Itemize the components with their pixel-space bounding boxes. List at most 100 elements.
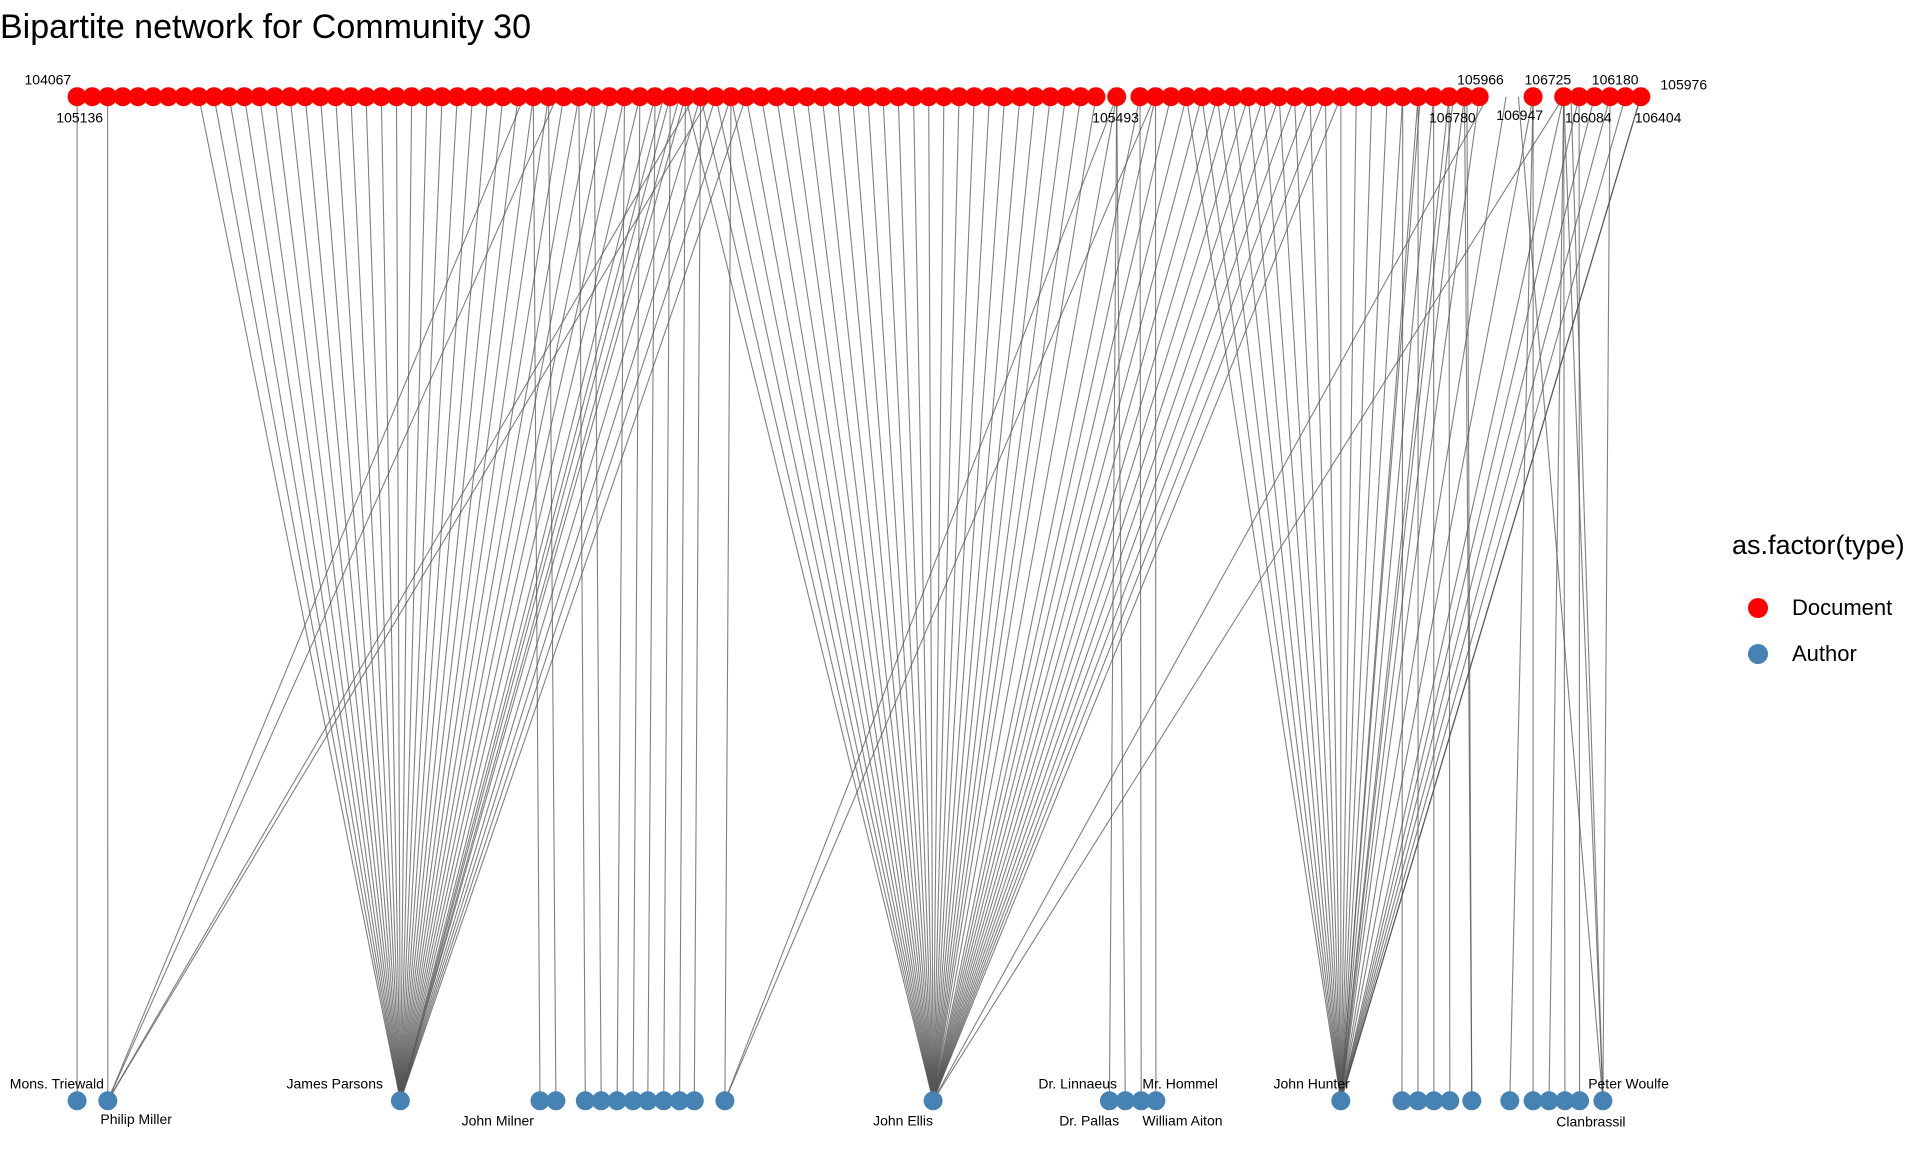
document-node xyxy=(1238,87,1258,107)
document-node xyxy=(888,87,908,107)
network-edge xyxy=(1247,96,1342,1101)
author-node xyxy=(654,1091,674,1111)
document-node xyxy=(1176,87,1196,107)
document-node xyxy=(1285,87,1304,107)
document-node xyxy=(1025,87,1045,107)
network-edge xyxy=(821,96,934,1101)
network-edge xyxy=(335,96,401,1101)
author-node xyxy=(575,1091,595,1111)
network-edge xyxy=(380,96,401,1101)
document-node xyxy=(1315,87,1335,107)
document-node xyxy=(128,87,148,107)
network-edge xyxy=(399,96,610,1101)
author-node xyxy=(1146,1091,1166,1111)
network-edge xyxy=(912,96,934,1101)
network-edge xyxy=(1340,96,1455,1101)
network-edge xyxy=(399,96,550,1101)
document-node xyxy=(599,87,619,107)
document-node xyxy=(539,87,558,107)
network-edge xyxy=(1293,96,1342,1101)
network-edge xyxy=(399,96,681,1101)
document-node xyxy=(721,87,741,107)
author-node xyxy=(623,1091,643,1111)
network-edge xyxy=(399,96,665,1101)
network-edge xyxy=(836,96,934,1101)
document-node xyxy=(1523,87,1543,107)
author-node xyxy=(530,1091,550,1111)
network-edge xyxy=(684,96,934,1101)
document-label: 105493 xyxy=(1092,109,1139,125)
document-node xyxy=(310,87,330,107)
author-label: Peter Woulfe xyxy=(1588,1076,1669,1092)
author-node xyxy=(1593,1091,1613,1111)
document-node xyxy=(387,87,406,107)
document-node xyxy=(1331,87,1351,107)
document-node xyxy=(158,87,178,107)
network-edge xyxy=(399,96,504,1101)
document-node xyxy=(326,87,346,107)
network-edge xyxy=(399,96,443,1101)
author-node xyxy=(923,1091,943,1111)
network-edge xyxy=(399,96,702,1101)
author-node xyxy=(1500,1091,1520,1111)
legend-author-label: Author xyxy=(1792,641,1857,666)
author-node xyxy=(670,1091,690,1111)
document-node xyxy=(219,87,239,107)
document-node xyxy=(751,87,771,107)
document-node xyxy=(949,87,969,107)
author-node xyxy=(1424,1091,1444,1111)
network-edge xyxy=(932,96,1203,1101)
document-node xyxy=(1269,87,1289,107)
legend-item-document: Document xyxy=(1730,585,1905,631)
network-edge xyxy=(1340,96,1507,1101)
network-edge xyxy=(399,96,671,1101)
author-label: John Hunter xyxy=(1274,1076,1351,1092)
document-node xyxy=(569,87,589,107)
document-node xyxy=(1300,87,1320,107)
legend-document-label: Document xyxy=(1792,595,1893,620)
document-node xyxy=(1346,87,1366,107)
network-edge xyxy=(932,96,1067,1101)
network-edge xyxy=(399,96,717,1101)
document-node xyxy=(675,87,695,107)
document-node-layer xyxy=(67,87,1651,107)
document-label: 106404 xyxy=(1635,109,1682,125)
network-edge xyxy=(647,96,656,1101)
document-node xyxy=(280,87,300,107)
network-edge xyxy=(1340,96,1357,1101)
document-node xyxy=(1569,87,1589,107)
network-edge xyxy=(1263,96,1342,1101)
document-node xyxy=(523,87,543,107)
network-edge xyxy=(1578,96,1581,1101)
network-edge xyxy=(1108,96,1118,1101)
document-node xyxy=(1056,87,1075,107)
document-node xyxy=(554,87,574,107)
network-edge xyxy=(1278,96,1342,1101)
author-node xyxy=(684,1091,704,1111)
network-edge xyxy=(724,96,1156,1102)
author-node xyxy=(1555,1091,1575,1111)
document-node xyxy=(1585,87,1604,107)
document-node xyxy=(432,87,452,107)
network-edge xyxy=(228,96,401,1101)
network-edge xyxy=(1340,96,1388,1101)
network-edge xyxy=(700,96,934,1101)
network-edge xyxy=(932,96,991,1101)
label-layer: 104067 105136 105493 105966 106780 106725 1069… xyxy=(10,72,1708,1130)
document-node xyxy=(1393,87,1413,107)
author-node xyxy=(607,1091,627,1111)
document-node xyxy=(1161,87,1181,107)
document-node xyxy=(904,87,923,107)
network-edge xyxy=(932,96,1051,1101)
network-edge xyxy=(791,96,934,1101)
network-edge xyxy=(724,96,732,1101)
network-edge xyxy=(932,96,1036,1101)
document-node xyxy=(1223,87,1243,107)
document-node xyxy=(356,87,376,107)
network-edge xyxy=(1509,96,1534,1101)
network-edge xyxy=(274,96,401,1101)
document-label: 104067 xyxy=(25,72,72,88)
document-node xyxy=(1086,87,1106,107)
document-node xyxy=(782,87,802,107)
